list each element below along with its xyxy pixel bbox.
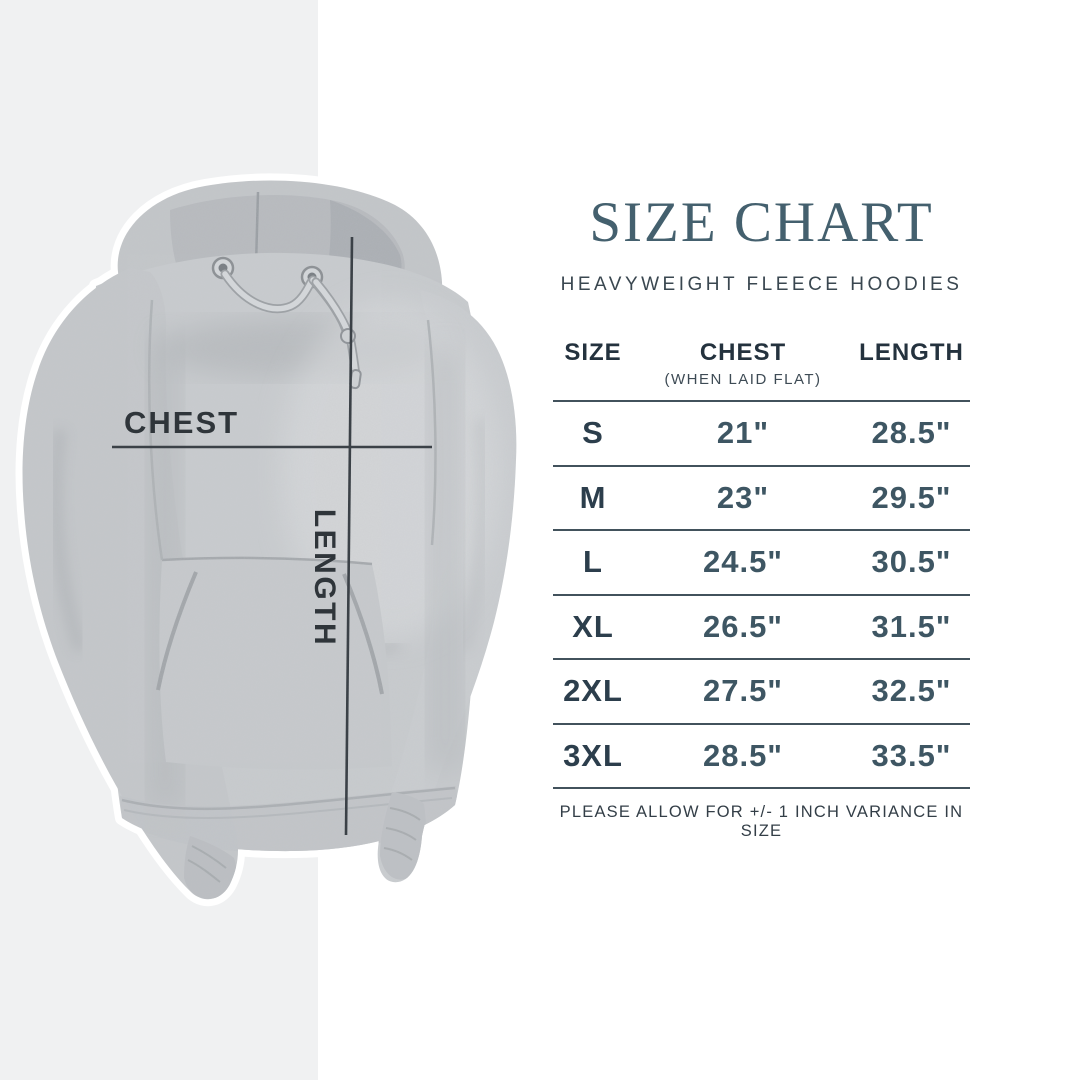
size-cell: M xyxy=(579,479,607,515)
length-cell: 33.5" xyxy=(871,737,952,773)
chest-cell: 24.5" xyxy=(702,544,784,580)
size-cell: 2XL xyxy=(563,673,623,709)
drawstring-knot xyxy=(340,328,356,344)
chest-cell: 26.5" xyxy=(702,608,784,644)
table-row: 2XL 27.5" 32.5" xyxy=(553,660,970,725)
variance-note: PLEASE ALLOW FOR +/- 1 INCH VARIANCE IN … xyxy=(559,803,964,840)
table-row: S 21" 28.5" xyxy=(553,402,970,467)
chest-note: (WHEN LAID FLAT) xyxy=(664,371,822,388)
length-cell: 32.5" xyxy=(871,673,952,709)
table-row: XL 26.5" 31.5" xyxy=(553,596,970,660)
length-measure-line xyxy=(344,236,354,836)
size-cell: 3XL xyxy=(563,737,623,773)
chest-cell: 23" xyxy=(716,479,770,515)
length-cell: 30.5" xyxy=(871,544,952,580)
page-title: SIZE CHART xyxy=(589,191,934,254)
size-cell: XL xyxy=(572,608,614,644)
garment xyxy=(22,180,517,900)
table-header-row: SIZE CHEST (WHEN LAID FLAT) LENGTH xyxy=(553,341,970,402)
chest-label: CHEST xyxy=(124,405,239,440)
hoodie-photo: CHEST LENGTH xyxy=(15,180,517,907)
size-cell: S xyxy=(582,415,604,451)
length-cell: 31.5" xyxy=(871,608,952,644)
table-row: M 23" 29.5" xyxy=(553,467,970,531)
chest-cell: 27.5" xyxy=(702,673,784,709)
page-subtitle: HEAVYWEIGHT FLEECE HOODIES xyxy=(560,274,963,295)
size-chart-panel: SIZE CHART HEAVYWEIGHT FLEECE HOODIES SI… xyxy=(553,0,970,1080)
length-cell: 29.5" xyxy=(871,479,952,515)
col-header-length: LENGTH xyxy=(859,339,964,366)
col-header-chest-label: CHEST xyxy=(699,339,787,366)
table-row: 3XL 28.5" 33.5" xyxy=(553,725,970,789)
col-header-size: SIZE xyxy=(564,339,622,366)
measurement-annotations: CHEST LENGTH xyxy=(112,236,432,836)
chest-cell: 21" xyxy=(716,415,770,451)
length-cell: 28.5" xyxy=(871,415,952,451)
size-table: SIZE CHEST (WHEN LAID FLAT) LENGTH S 21"… xyxy=(553,341,970,789)
col-header-chest: CHEST (WHEN LAID FLAT) xyxy=(633,339,853,389)
size-cell: L xyxy=(583,544,603,580)
chest-cell: 28.5" xyxy=(702,737,784,773)
length-label: LENGTH xyxy=(308,509,341,647)
table-row: L 24.5" 30.5" xyxy=(553,531,970,596)
